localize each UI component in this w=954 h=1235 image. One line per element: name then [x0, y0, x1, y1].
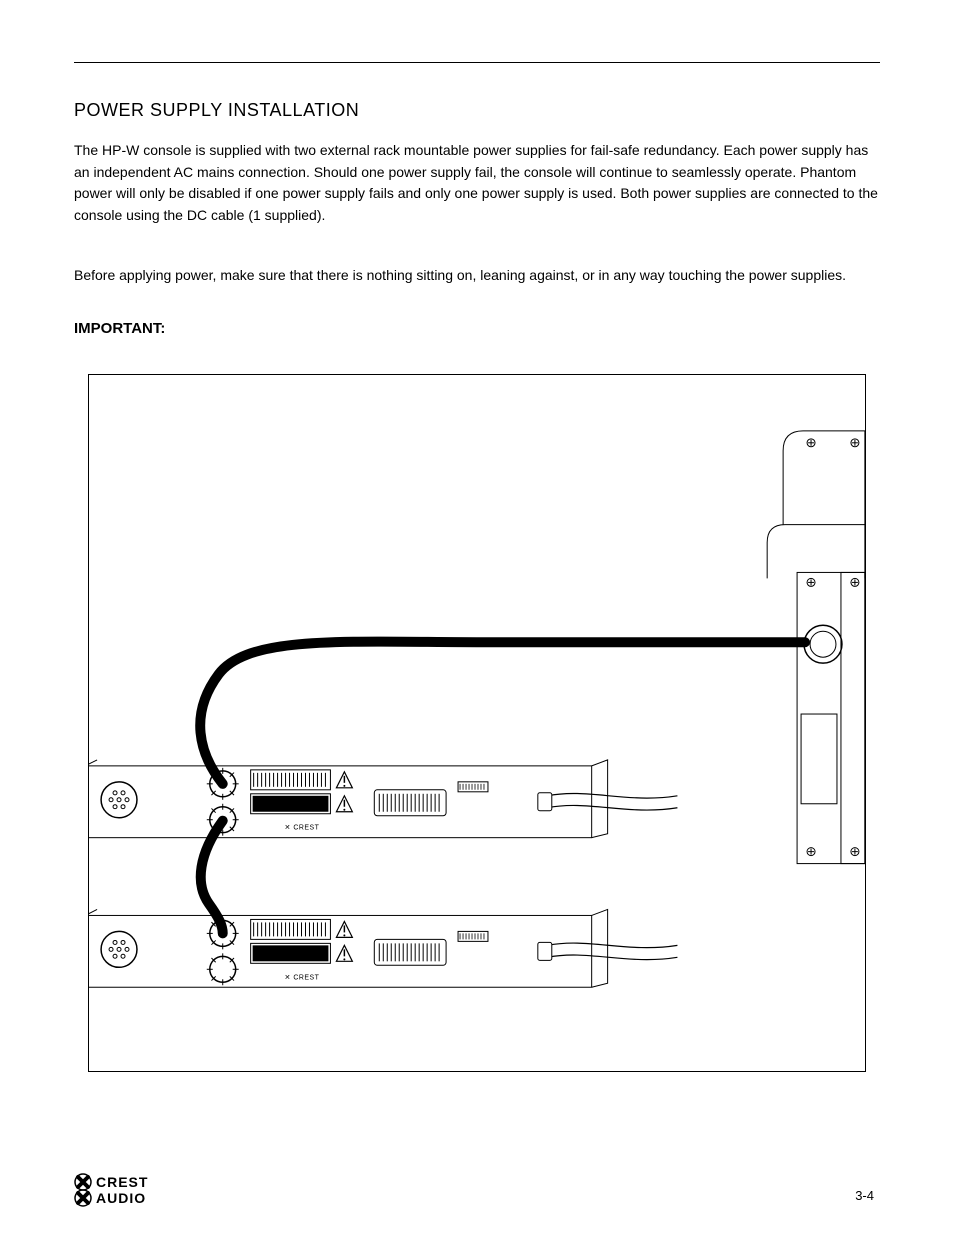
header-rule [74, 62, 880, 63]
logo-line2: AUDIO [96, 1190, 146, 1206]
diagram-frame: ✕ CREST ✕ CREST [88, 374, 866, 1072]
section-heading: POWER SUPPLY INSTALLATION [74, 100, 359, 121]
installation-diagram: ✕ CREST ✕ CREST [89, 375, 865, 1071]
paragraph-2: Before applying power, make sure that th… [74, 265, 880, 287]
svg-text:✕ CREST: ✕ CREST [285, 974, 320, 981]
paragraph-1: The HP-W console is supplied with two ex… [74, 140, 880, 227]
important-label: IMPORTANT: [74, 320, 165, 337]
crest-audio-logo: CREST AUDIO [74, 1173, 184, 1207]
page-number: 3-4 [855, 1188, 874, 1203]
logo-line1: CREST [96, 1174, 148, 1190]
svg-text:✕ CREST: ✕ CREST [285, 825, 320, 832]
